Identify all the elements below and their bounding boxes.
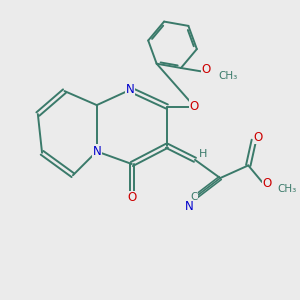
Text: CH₃: CH₃	[278, 184, 297, 194]
Text: N: N	[92, 145, 101, 158]
Text: CH₃: CH₃	[219, 70, 238, 81]
Text: N: N	[185, 200, 194, 214]
Text: H: H	[199, 148, 207, 159]
Text: O: O	[202, 64, 211, 76]
Text: N: N	[126, 83, 135, 96]
Text: C: C	[190, 192, 198, 203]
Text: O: O	[127, 191, 136, 204]
Text: O: O	[262, 177, 272, 190]
Text: O: O	[190, 100, 199, 113]
Text: O: O	[254, 131, 263, 144]
